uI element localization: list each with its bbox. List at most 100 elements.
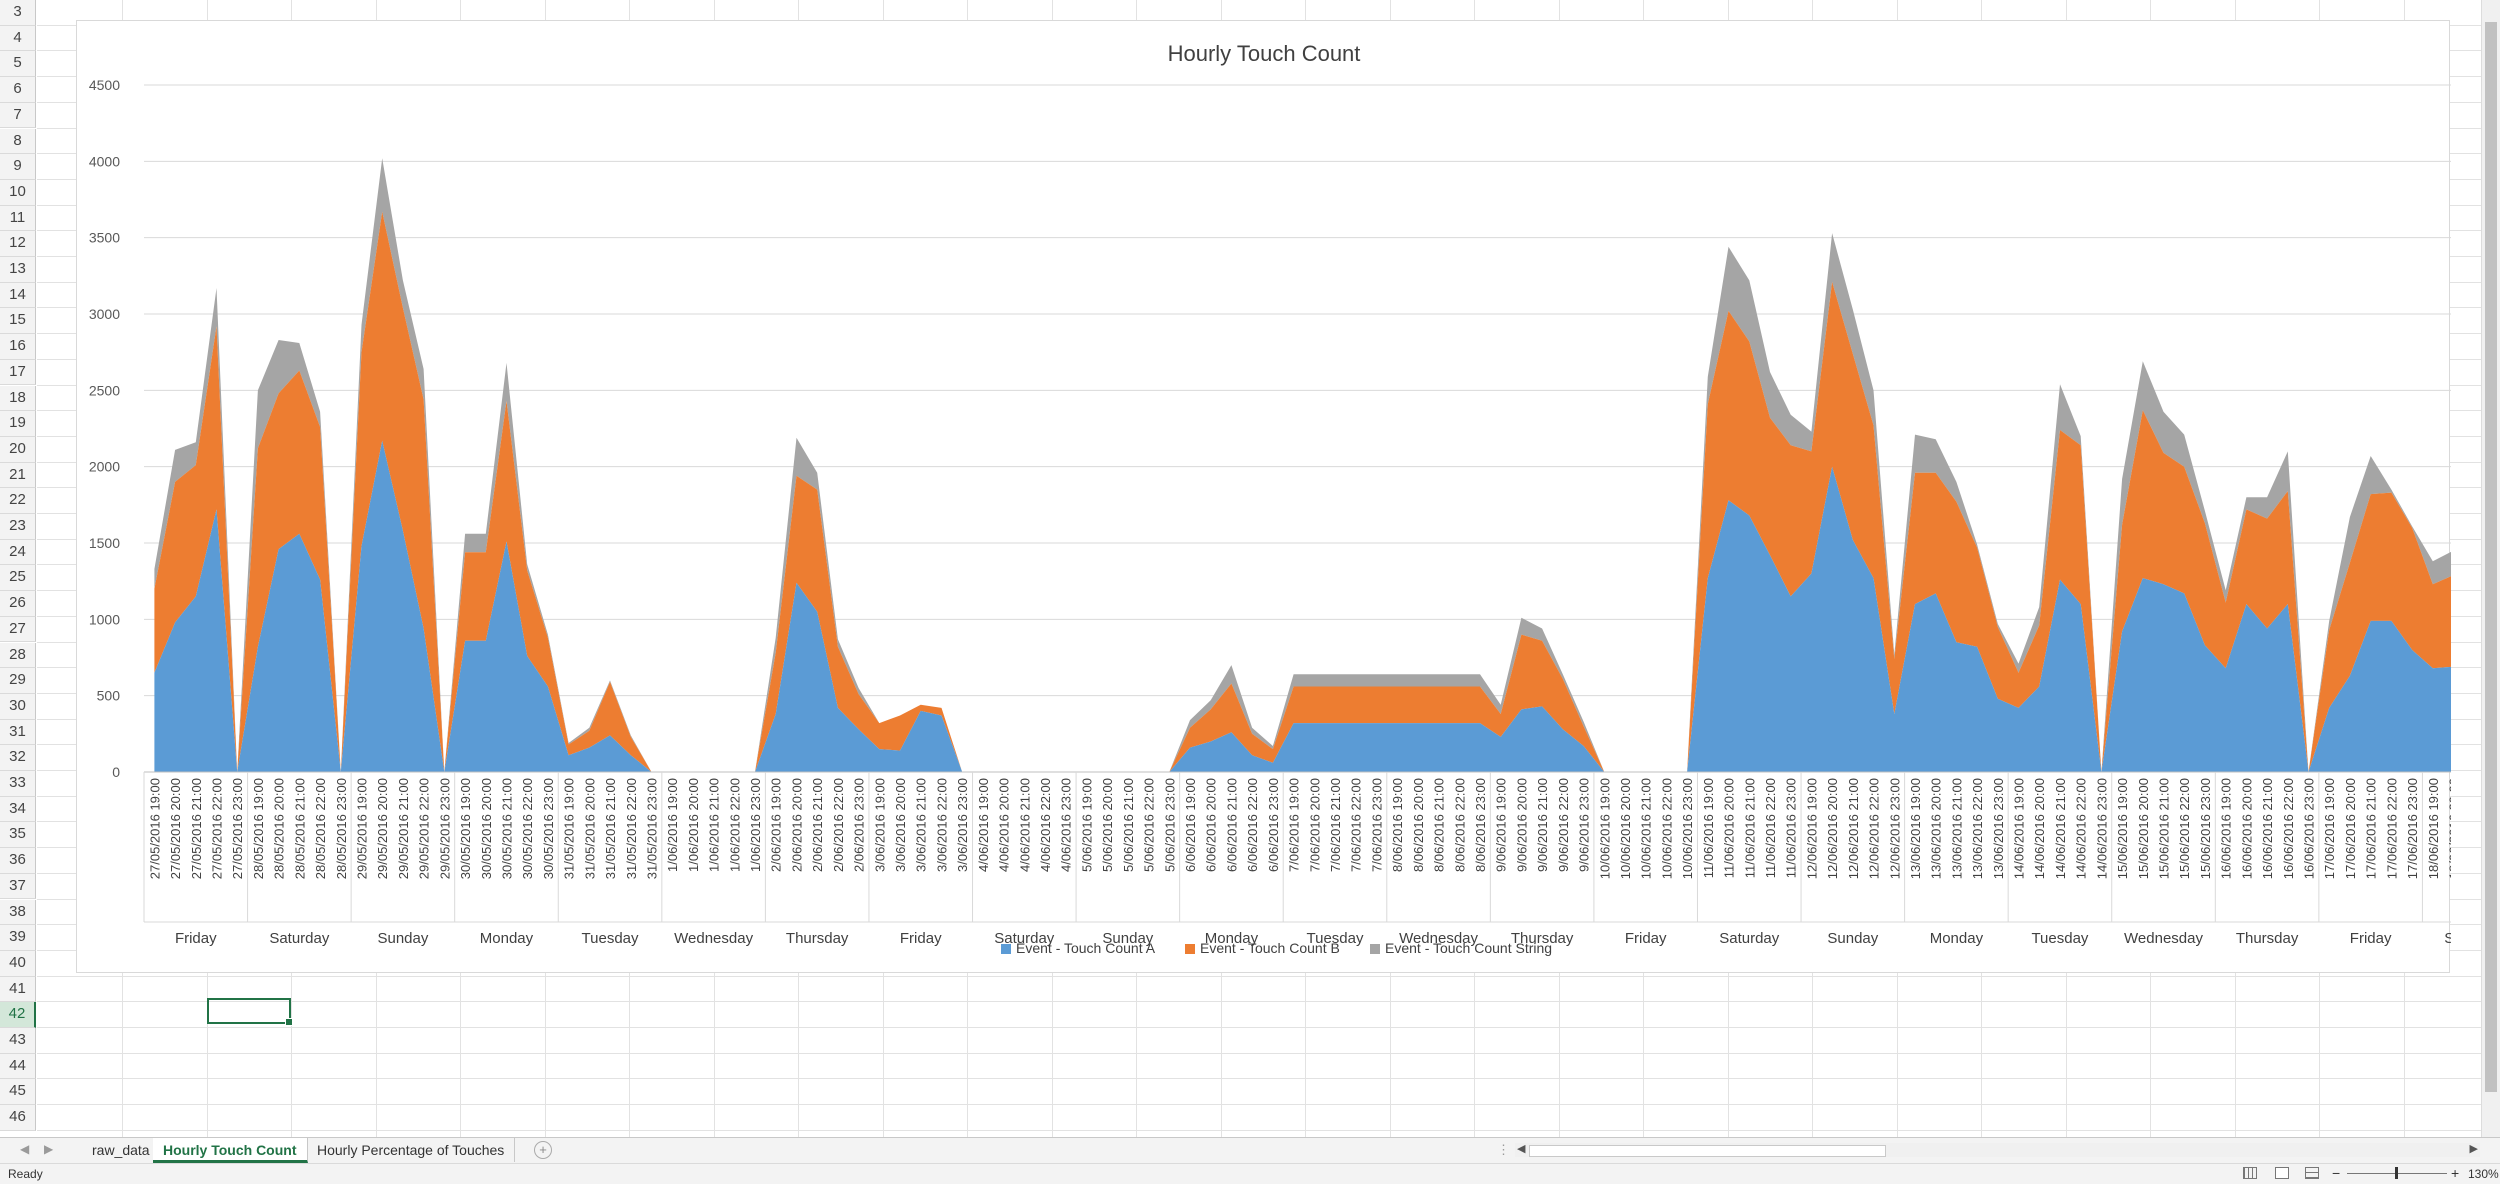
horizontal-scrollbar[interactable]: ◀ ▶ bbox=[1515, 1143, 2480, 1157]
row-header[interactable]: 36 bbox=[0, 848, 36, 874]
row-header[interactable]: 18 bbox=[0, 385, 36, 412]
chart-object[interactable]: Hourly Touch Count 0 500 1000 1500 2000 2500 30… bbox=[76, 20, 2451, 973]
zoom-in-icon[interactable]: + bbox=[2451, 1165, 2460, 1181]
row-header[interactable]: 7 bbox=[0, 102, 36, 129]
tab-raw-data[interactable]: raw_data bbox=[82, 1138, 161, 1162]
row-header[interactable]: 39 bbox=[0, 925, 36, 951]
row-header[interactable]: 4 bbox=[0, 25, 36, 52]
x-tick-label: 7/06/2016 20:00 bbox=[1307, 778, 1322, 872]
row-header[interactable]: 44 bbox=[0, 1053, 36, 1080]
row-header[interactable]: 5 bbox=[0, 51, 36, 78]
zoom-level[interactable]: 130% bbox=[2468, 1167, 2499, 1181]
row-header[interactable]: 24 bbox=[0, 539, 36, 566]
legend-label: Event - Touch Count String bbox=[1385, 940, 1552, 956]
x-tick-label: 1/06/2016 21:00 bbox=[707, 778, 722, 872]
x-tick-label: 15/06/2016 20:00 bbox=[2136, 778, 2151, 879]
row-header[interactable]: 31 bbox=[0, 719, 36, 746]
x-tick-label: 15/06/2016 19:00 bbox=[2115, 778, 2130, 879]
row-header[interactable]: 32 bbox=[0, 745, 36, 771]
row-header[interactable]: 40 bbox=[0, 950, 36, 977]
x-tick-label: 27/05/2016 20:00 bbox=[168, 778, 183, 879]
horizontal-scroll-thumb[interactable] bbox=[1529, 1145, 1886, 1157]
vertical-scroll-thumb[interactable] bbox=[2485, 22, 2497, 1092]
row-header[interactable]: 33 bbox=[0, 771, 36, 797]
vertical-scrollbar[interactable] bbox=[2481, 0, 2500, 1137]
x-day-label: Saturday bbox=[994, 930, 1055, 947]
normal-view-icon[interactable] bbox=[2243, 1167, 2257, 1179]
x-tick-label: 28/05/2016 20:00 bbox=[272, 778, 287, 879]
zoom-out-icon[interactable]: − bbox=[2332, 1165, 2341, 1181]
row-header[interactable]: 22 bbox=[0, 488, 36, 514]
x-tick-label: 13/06/2016 23:00 bbox=[1991, 778, 2006, 879]
row-header[interactable]: 41 bbox=[0, 976, 36, 1003]
x-tick-label: 4/06/2016 20:00 bbox=[997, 778, 1012, 872]
tab-hourly-touch-count[interactable]: Hourly Touch Count bbox=[153, 1138, 308, 1163]
row-header[interactable]: 11 bbox=[0, 205, 36, 232]
tab-split-handle-icon[interactable]: ⋮ bbox=[1497, 1142, 1510, 1157]
row-header[interactable]: 20 bbox=[0, 436, 36, 463]
row-header[interactable]: 21 bbox=[0, 462, 36, 489]
x-tick-label: 2/06/2016 20:00 bbox=[790, 778, 805, 872]
row-header[interactable]: 45 bbox=[0, 1079, 36, 1106]
row-header[interactable]: 25 bbox=[0, 565, 36, 592]
selected-cell[interactable] bbox=[207, 998, 293, 1026]
x-tick-label: 8/06/2016 21:00 bbox=[1432, 778, 1447, 872]
tab-hourly-percentage-of-touches[interactable]: Hourly Percentage of Touches bbox=[307, 1138, 516, 1162]
row-header[interactable]: 42 bbox=[0, 1002, 36, 1028]
page-break-view-icon[interactable] bbox=[2305, 1167, 2319, 1179]
x-day-label: Friday bbox=[2350, 930, 2392, 947]
zoom-slider-thumb[interactable] bbox=[2395, 1167, 2398, 1179]
row-header[interactable]: 14 bbox=[0, 282, 36, 309]
row-header[interactable]: 13 bbox=[0, 257, 36, 283]
row-gridline bbox=[37, 1078, 2482, 1080]
scroll-right-arrow-icon[interactable]: ▶ bbox=[2469, 1143, 2478, 1155]
row-header[interactable]: 43 bbox=[0, 1028, 36, 1054]
row-header[interactable]: 8 bbox=[0, 128, 36, 155]
row-header[interactable]: 38 bbox=[0, 899, 36, 926]
row-header[interactable]: 35 bbox=[0, 822, 36, 849]
row-header[interactable]: 28 bbox=[0, 642, 36, 669]
row-header[interactable]: 27 bbox=[0, 616, 36, 643]
x-tick-label: 17/06/2016 21:00 bbox=[2364, 778, 2379, 879]
x-day-label: Friday bbox=[900, 930, 942, 947]
row-header[interactable]: 6 bbox=[0, 77, 36, 103]
x-day-label: Friday bbox=[1625, 930, 1667, 947]
row-header[interactable]: 19 bbox=[0, 411, 36, 437]
x-tick-label: 14/06/2016 23:00 bbox=[2094, 778, 2109, 879]
row-header[interactable]: 3 bbox=[0, 0, 36, 26]
x-tick-label: 16/06/2016 20:00 bbox=[2239, 778, 2254, 879]
row-header[interactable]: 26 bbox=[0, 591, 36, 617]
x-tick-label: 27/05/2016 19:00 bbox=[147, 778, 162, 879]
x-tick-label: 30/05/2016 23:00 bbox=[541, 778, 556, 879]
x-tick-label: 2/06/2016 21:00 bbox=[810, 778, 825, 872]
page-layout-view-icon[interactable] bbox=[2275, 1167, 2289, 1179]
status-ready-text: Ready bbox=[8, 1167, 43, 1181]
row-header[interactable]: 23 bbox=[0, 514, 36, 540]
row-header[interactable]: 12 bbox=[0, 231, 36, 257]
row-header[interactable]: 29 bbox=[0, 668, 36, 694]
row-header[interactable]: 15 bbox=[0, 308, 36, 335]
x-day-label: Wednesday bbox=[674, 930, 753, 947]
row-header[interactable]: 17 bbox=[0, 359, 36, 386]
scroll-left-arrow-icon[interactable]: ◀ bbox=[1517, 1143, 1526, 1155]
y-tick-label: 1000 bbox=[89, 611, 120, 627]
x-tick-label: 4/06/2016 23:00 bbox=[1059, 778, 1074, 872]
plus-circle-icon[interactable]: + bbox=[534, 1141, 552, 1159]
tab-scroll-left-icon[interactable]: ◀ bbox=[20, 1142, 30, 1156]
x-day-label: Sunday bbox=[1827, 930, 1878, 947]
row-header[interactable]: 16 bbox=[0, 334, 36, 360]
row-header[interactable]: 46 bbox=[0, 1105, 36, 1131]
row-header[interactable]: 34 bbox=[0, 796, 36, 823]
x-day-label: Wednesday bbox=[2124, 930, 2203, 947]
tab-scroll-right-icon[interactable]: ▶ bbox=[44, 1142, 54, 1156]
x-tick-label: 13/06/2016 22:00 bbox=[1970, 778, 1985, 879]
y-tick-label: 1500 bbox=[89, 535, 120, 551]
area-series-2 bbox=[154, 211, 2451, 772]
row-header[interactable]: 9 bbox=[0, 154, 36, 180]
row-header[interactable]: 10 bbox=[0, 179, 36, 206]
x-tick-label: 16/06/2016 21:00 bbox=[2260, 778, 2275, 879]
row-header[interactable]: 30 bbox=[0, 693, 36, 720]
row-header[interactable]: 37 bbox=[0, 873, 36, 900]
y-tick-label: 0 bbox=[112, 764, 120, 780]
